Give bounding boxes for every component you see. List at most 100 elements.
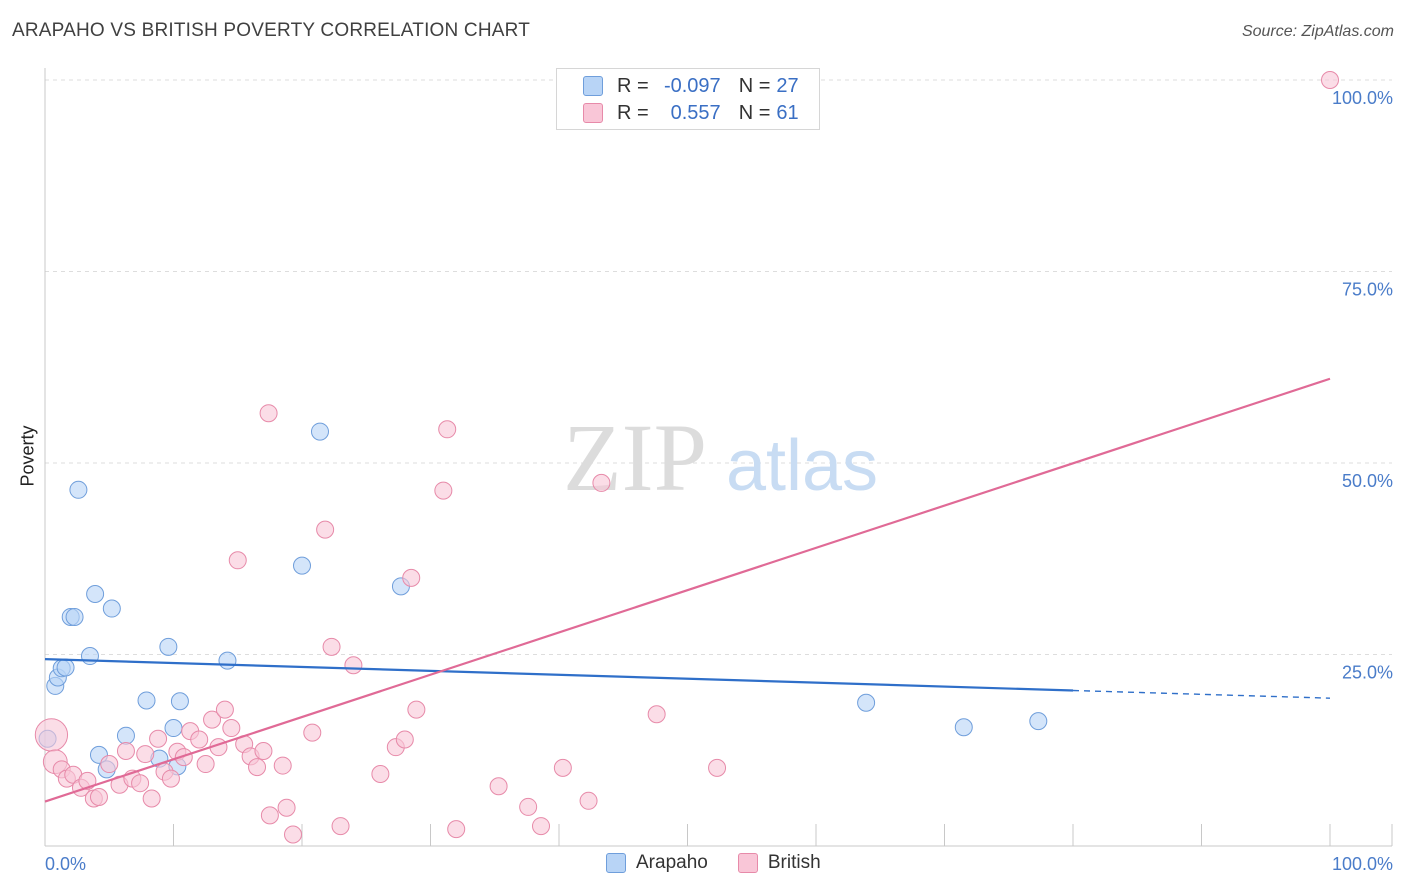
british-point (344, 656, 363, 675)
trend-layer (44, 377, 1331, 803)
grid-layer (45, 79, 1392, 655)
arapaho-point (56, 658, 75, 677)
british-point (647, 705, 666, 724)
british-point (277, 798, 296, 817)
british-point (447, 820, 466, 839)
british-point (303, 723, 322, 742)
arapaho-point (857, 693, 876, 712)
watermark-zip: ZIP (563, 404, 707, 511)
series-legend: Arapaho British (606, 852, 851, 874)
legend-item-british[interactable]: British (737, 852, 821, 874)
arapaho-point (164, 719, 183, 738)
arapaho-point (137, 691, 156, 710)
arapaho-point (310, 422, 329, 441)
british-point (203, 710, 222, 729)
british-point (708, 758, 727, 777)
x-tick-label-min: 0.0% (45, 854, 86, 874)
n-label: N = (738, 101, 771, 124)
watermark-atlas: atlas (726, 426, 878, 506)
british-legend-swatch (737, 853, 758, 873)
british-point (142, 789, 161, 808)
arapaho-point (80, 647, 99, 666)
legend-row-british: R = 0.557 N = 61 (583, 100, 816, 126)
british-n-value: 61 (776, 101, 799, 124)
arapaho-point (65, 607, 84, 626)
x-tick-label-max: 100.0% (1332, 854, 1393, 874)
british-point (116, 742, 135, 761)
british-point (316, 520, 335, 539)
british-point (434, 481, 453, 500)
arapaho-trend-line (44, 657, 1074, 692)
british-trend-line (44, 377, 1331, 803)
british-point (1321, 71, 1339, 89)
british-point (215, 700, 234, 719)
british-point (395, 730, 414, 749)
r-label: R = (617, 74, 649, 97)
y-tick-label: 50.0% (1342, 471, 1393, 491)
british-point (149, 729, 168, 748)
british-point (136, 745, 155, 764)
british-point (592, 473, 611, 492)
british-point (248, 758, 267, 777)
arapaho-point (218, 651, 237, 670)
arapaho-point (1029, 712, 1048, 731)
arapaho-swatch (583, 76, 603, 96)
arapaho-point (293, 556, 311, 575)
arapaho-legend-label: Arapaho (636, 852, 708, 873)
british-point (579, 791, 598, 810)
arapaho-point (102, 599, 121, 618)
legend-row-arapaho: R = -0.097 N = 27 (583, 73, 816, 99)
y-tick-label: 100.0% (1332, 88, 1393, 108)
british-point (100, 755, 119, 774)
british-point (284, 825, 303, 844)
arapaho-point (159, 637, 178, 656)
british-point (254, 742, 273, 761)
british-point (553, 758, 572, 777)
british-swatch (583, 103, 603, 123)
british-point (222, 719, 241, 738)
r-label: R = (617, 101, 649, 124)
legend-item-arapaho[interactable]: Arapaho (606, 852, 708, 874)
british-legend-label: British (767, 852, 821, 873)
british-point (260, 806, 279, 825)
british-point (532, 817, 551, 836)
british-point (331, 817, 350, 836)
arapaho-trend-extension (1072, 689, 1331, 699)
british-point (273, 756, 292, 775)
arapaho-point (954, 718, 973, 737)
arapaho-point (86, 584, 105, 603)
axis-layer (44, 68, 1393, 847)
british-point (438, 420, 457, 439)
y-tick-label: 25.0% (1342, 663, 1393, 683)
arapaho-point (116, 726, 135, 745)
british-point (161, 769, 180, 788)
british-point (131, 774, 150, 793)
british-point (407, 700, 426, 719)
n-label: N = (738, 74, 771, 97)
arapaho-n-value: 27 (776, 74, 799, 97)
points-layer (34, 71, 1339, 844)
arapaho-r-value: -0.097 (663, 74, 721, 97)
arapaho-point (170, 692, 189, 711)
watermark: ZIP atlas (563, 404, 878, 511)
british-r-value: 0.557 (670, 101, 721, 124)
british-point (196, 755, 215, 774)
british-point (519, 797, 538, 816)
tick-label-layer: 25.0% 50.0% 75.0% 100.0% 0.0% 100.0% (45, 88, 1393, 874)
british-point (89, 787, 108, 806)
stats-legend: R = -0.097 N = 27 R = 0.557 N = 61 (556, 68, 820, 130)
british-point (259, 404, 278, 423)
british-point (228, 551, 247, 570)
british-point (322, 637, 341, 656)
y-tick-label: 75.0% (1342, 280, 1393, 300)
arapaho-legend-swatch (606, 853, 626, 873)
british-point (190, 730, 209, 749)
british-point (371, 764, 390, 783)
british-point (34, 718, 69, 752)
arapaho-point (69, 480, 88, 499)
chart-title: ARAPAHO VS BRITISH POVERTY CORRELATION C… (12, 20, 531, 41)
source-label: Source: ZipAtlas.com (1241, 23, 1394, 40)
british-point (489, 777, 508, 796)
british-point (402, 568, 421, 587)
